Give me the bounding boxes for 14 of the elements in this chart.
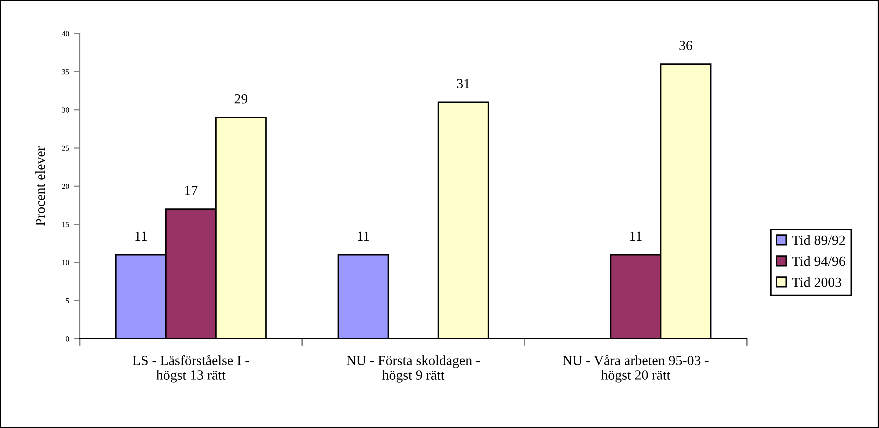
data-label: 31 [457, 79, 470, 89]
x-tick-label: NU - Första skoldagen - högst 9 rätt [346, 356, 480, 383]
data-label: 17 [185, 186, 198, 196]
legend-label: Tid 2003 [792, 277, 842, 288]
data-label: 11 [630, 232, 642, 241]
data-label: 11 [136, 232, 147, 241]
legend-label: Tid 94/96 [792, 256, 846, 266]
data-label: 36 [680, 41, 693, 50]
x-tick-label: NU - Våra arbeten 95-03 - högst 20 rätt [563, 355, 709, 383]
legend-label: Tid 89/92 [792, 235, 846, 246]
data-label: 11 [358, 232, 370, 241]
y-axis-title: Procent elever [35, 146, 46, 226]
data-label: 29 [234, 94, 248, 104]
x-tick-label: LS - Läsförståelse I - högst 13 rätt [132, 355, 250, 383]
